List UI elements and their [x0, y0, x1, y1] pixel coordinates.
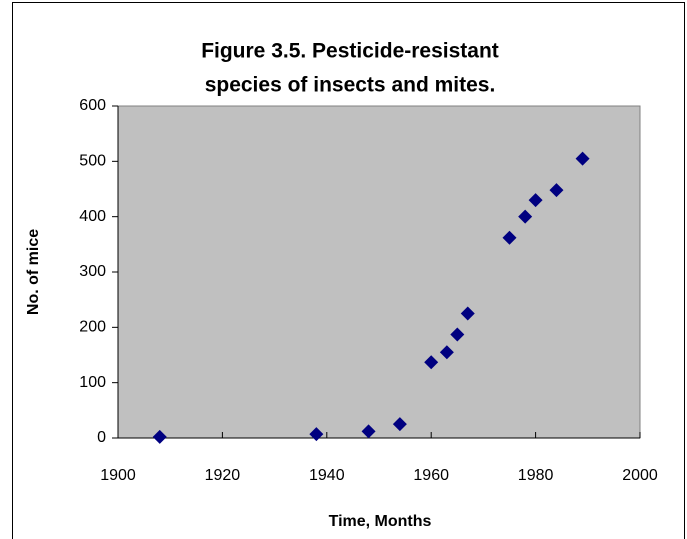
y-tick-label: 400: [79, 208, 106, 225]
data-point: [518, 209, 533, 224]
data-point: [152, 429, 167, 444]
data-point: [392, 417, 407, 432]
chart-title: Figure 3.5. Pesticide-resistant: [201, 40, 499, 63]
data-point: [361, 424, 376, 439]
chart-title: species of insects and mites.: [205, 74, 496, 97]
y-tick-label: 500: [79, 153, 106, 170]
data-point: [450, 327, 465, 342]
plot-area: [117, 105, 641, 439]
data-point: [439, 345, 454, 360]
x-tick-label: 1980: [518, 467, 554, 484]
data-point: [502, 230, 517, 245]
data-point: [575, 151, 590, 166]
data-point: [460, 306, 475, 321]
data-point: [424, 355, 439, 370]
y-tick-label: 300: [79, 263, 106, 280]
y-tick-label: 200: [79, 319, 106, 336]
x-tick-label: 1900: [100, 467, 136, 484]
y-tick-label: 100: [79, 374, 106, 391]
x-tick-label: 2000: [622, 467, 658, 484]
x-tick-label: 1920: [205, 467, 241, 484]
y-tick-label: 600: [79, 97, 106, 114]
y-axis-label: No. of mice: [25, 229, 42, 315]
x-axis-label: Time, Months: [329, 513, 432, 530]
x-tick-label: 1960: [413, 467, 449, 484]
data-point: [528, 193, 543, 208]
x-tick-label: 1940: [309, 467, 345, 484]
data-point: [309, 427, 324, 442]
y-tick-label: 0: [97, 429, 106, 446]
data-point: [549, 183, 564, 198]
